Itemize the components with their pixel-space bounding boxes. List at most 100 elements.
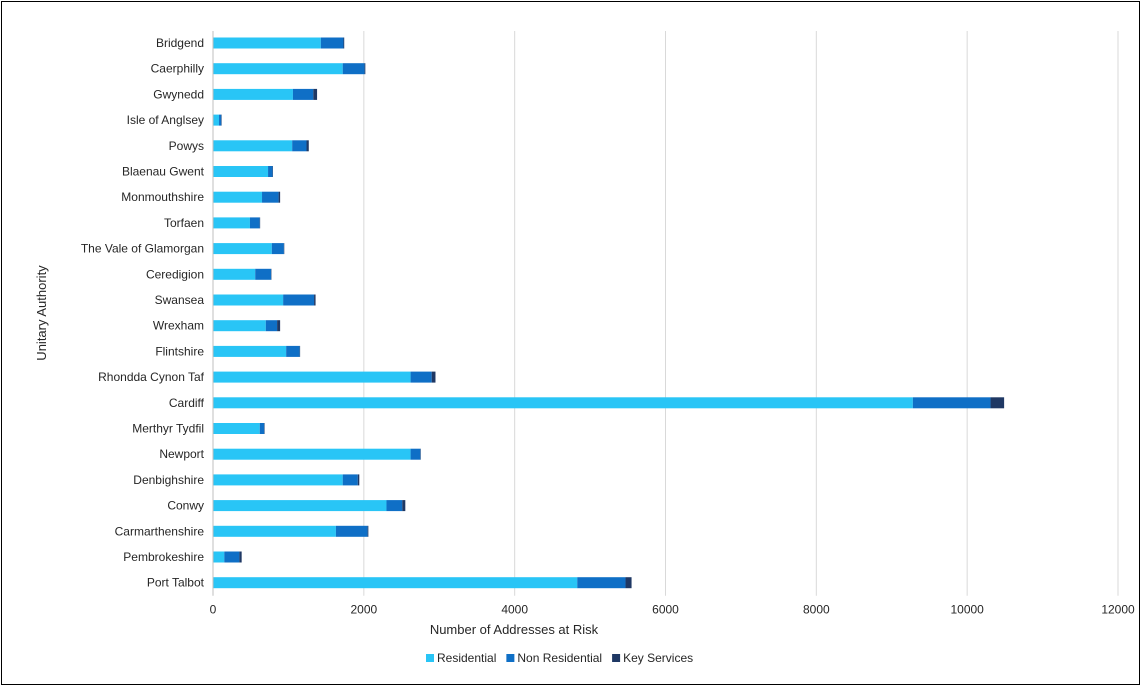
bar-non-residential (249, 217, 260, 229)
y-tick-label: Port Talbot (147, 576, 205, 590)
legend-label: Key Services (623, 651, 693, 665)
x-axis-title: Number of Addresses at Risk (430, 622, 599, 637)
bar-non-residential (283, 294, 315, 306)
bar-residential (213, 423, 260, 434)
x-tick-label: 0 (210, 603, 217, 617)
y-tick-label: Bridgend (156, 36, 204, 50)
y-tick-label: Carmarthenshire (115, 524, 205, 538)
bar-non-residential (386, 500, 403, 512)
y-tick-label: Isle of Anglsey (127, 113, 204, 127)
bar-non-residential (219, 114, 222, 126)
bar-key-services (431, 371, 436, 383)
legend-swatch (426, 654, 434, 662)
bar-key-services (625, 577, 632, 589)
bars (213, 37, 1005, 589)
legend-swatch (612, 654, 621, 662)
bar-residential (213, 525, 336, 537)
bar-key-services (277, 320, 281, 332)
y-tick-label: Newport (159, 447, 204, 461)
x-tick-label: 6000 (652, 603, 679, 617)
bar-residential (213, 217, 250, 229)
bar-residential (213, 243, 272, 255)
x-tick-label: 12000 (1101, 603, 1135, 617)
bar-non-residential (410, 371, 432, 383)
legend-swatch (506, 654, 515, 662)
bar-residential (213, 474, 343, 486)
x-tick-label: 10000 (950, 603, 984, 617)
bar-non-residential (577, 577, 626, 589)
y-tick-label: Caerphilly (151, 62, 204, 76)
y-tick-label: Flintshire (155, 344, 204, 358)
y-tick-label: Wrexham (153, 319, 204, 333)
y-tick-label: Merthyr Tydfil (132, 422, 204, 436)
bar-residential (213, 500, 387, 512)
x-tick-label: 8000 (803, 603, 830, 617)
bar-residential (213, 37, 321, 49)
bar-residential (213, 88, 293, 100)
bar-residential (213, 63, 343, 75)
bar-non-residential (268, 166, 273, 177)
legend-label: Residential (437, 651, 496, 665)
bar-non-residential (286, 345, 300, 357)
bar-residential (213, 371, 411, 383)
bar-key-services (357, 474, 360, 486)
bar-non-residential (265, 320, 278, 332)
bar-non-residential (292, 88, 314, 100)
bar-non-residential (262, 191, 279, 203)
y-axis-title: Unitary Authority (34, 265, 49, 361)
bar-non-residential (410, 448, 421, 460)
bar-key-services (239, 551, 242, 563)
bar-key-services (990, 397, 1005, 409)
y-tick-label: Blaenau Gwent (122, 165, 205, 179)
bar-key-services (343, 37, 345, 49)
y-tick-label: Monmouthshire (121, 190, 204, 204)
x-tick-label: 2000 (350, 603, 377, 617)
bar-non-residential (259, 423, 265, 434)
bar-key-services (364, 63, 366, 75)
bar-non-residential (335, 525, 368, 537)
y-tick-label: Cardiff (169, 396, 205, 410)
bar-residential (213, 294, 284, 306)
legend: Residential Non Residential Key Services (426, 651, 693, 665)
y-tick-label: Conwy (167, 499, 204, 513)
bar-residential (213, 448, 411, 460)
bar-non-residential (912, 397, 991, 409)
bar-residential (213, 166, 269, 177)
y-tick-label: Pembrokeshire (123, 550, 204, 564)
bar-residential (213, 140, 293, 152)
bar-non-residential (342, 63, 365, 75)
y-tick-label: Rhondda Cynon Taf (98, 370, 205, 384)
y-tick-label: Torfaen (164, 216, 204, 230)
bar-key-services (306, 140, 309, 152)
y-tick-label: Denbighshire (133, 473, 204, 487)
axes: 0 2000 4000 6000 8000 10000 12000 Bridgend Caerp… (81, 31, 1135, 617)
bar-key-services (314, 294, 316, 306)
bar-residential (213, 268, 256, 280)
bar-residential (213, 114, 220, 126)
y-tick-label: Ceredigion (146, 267, 204, 281)
bar-non-residential (271, 243, 284, 255)
y-tick-label: Swansea (155, 293, 205, 307)
bar-residential (213, 191, 263, 203)
bar-key-services (313, 88, 318, 100)
bar-residential (213, 397, 913, 409)
bar-key-services (278, 191, 281, 203)
y-tick-label: Gwynedd (153, 87, 204, 101)
bar-residential (213, 345, 287, 357)
bar-residential (213, 320, 266, 332)
bar-non-residential (224, 551, 240, 563)
bar-residential (213, 551, 225, 563)
bar-non-residential (342, 474, 358, 486)
y-tick-label: Powys (169, 139, 204, 153)
bar-residential (213, 577, 578, 589)
gridlines (363, 31, 1119, 596)
bar-non-residential (292, 140, 307, 152)
bar-key-services (402, 500, 406, 512)
bar-key-services (367, 525, 369, 537)
bar-non-residential (255, 268, 272, 280)
y-tick-label: The Vale of Glamorgan (81, 242, 204, 256)
legend-label: Non Residential (517, 651, 602, 665)
x-tick-label: 4000 (501, 603, 528, 617)
